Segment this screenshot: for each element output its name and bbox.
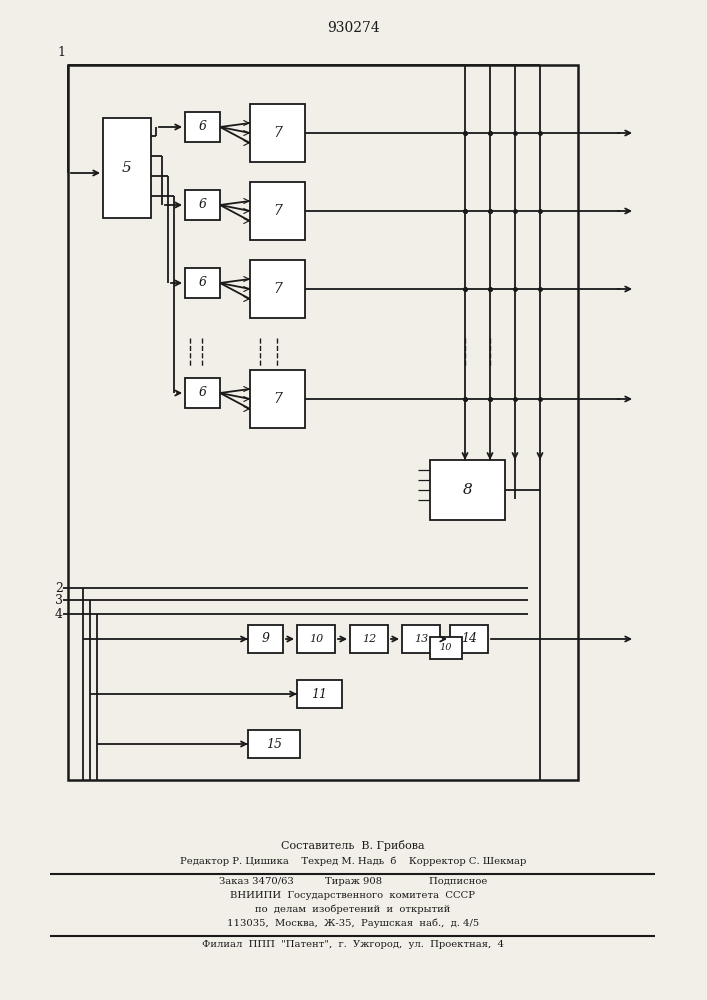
- Bar: [185, 190, 220, 220]
- Text: 1: 1: [57, 46, 65, 59]
- Bar: [297, 680, 342, 708]
- Text: Составитель  В. Грибова: Составитель В. Грибова: [281, 840, 425, 851]
- Text: 10: 10: [440, 644, 452, 652]
- Bar: [297, 625, 335, 653]
- Text: 11: 11: [312, 688, 327, 700]
- Text: 113035,  Москва,  Ж-35,  Раушская  наб.,  д. 4/5: 113035, Москва, Ж-35, Раушская наб., д. …: [227, 919, 479, 928]
- Bar: [402, 625, 440, 653]
- Bar: [250, 260, 305, 318]
- Bar: [248, 625, 283, 653]
- Bar: [430, 460, 505, 520]
- Bar: [103, 118, 151, 218]
- Bar: [185, 112, 220, 142]
- Bar: [250, 370, 305, 428]
- Text: 7: 7: [273, 204, 282, 218]
- Text: по  делам  изобретений  и  открытий: по делам изобретений и открытий: [255, 905, 450, 914]
- Text: 10: 10: [309, 634, 323, 644]
- Text: ВНИИПИ  Государственного  комитета  СССР: ВНИИПИ Государственного комитета СССР: [230, 891, 476, 900]
- Text: 2: 2: [55, 582, 63, 594]
- Text: Филиал  ППП  "Патент",  г.  Ужгород,  ул.  Проектная,  4: Филиал ППП "Патент", г. Ужгород, ул. Про…: [202, 940, 504, 949]
- Text: 6: 6: [199, 276, 206, 290]
- Bar: [450, 625, 488, 653]
- Text: 3: 3: [55, 593, 63, 606]
- Text: Заказ 3470/63          Тираж 908               Подписное: Заказ 3470/63 Тираж 908 Подписное: [218, 877, 487, 886]
- Bar: [250, 104, 305, 162]
- Text: 7: 7: [273, 392, 282, 406]
- Text: 8: 8: [462, 483, 472, 497]
- Text: 930274: 930274: [327, 21, 380, 35]
- Text: 9: 9: [262, 633, 269, 646]
- Bar: [185, 378, 220, 408]
- Bar: [185, 268, 220, 298]
- Text: 6: 6: [199, 386, 206, 399]
- Text: 12: 12: [362, 634, 376, 644]
- Text: 14: 14: [461, 633, 477, 646]
- Text: Редактор Р. Цишика    Техред М. Надь  б    Корректор С. Шекмар: Редактор Р. Цишика Техред М. Надь б Корр…: [180, 856, 526, 865]
- Text: 5: 5: [122, 161, 132, 175]
- Text: 4: 4: [55, 607, 63, 620]
- Bar: [68, 65, 578, 780]
- Text: 7: 7: [273, 282, 282, 296]
- Text: 13: 13: [414, 634, 428, 644]
- Bar: [248, 730, 300, 758]
- Text: 7: 7: [273, 126, 282, 140]
- Text: 6: 6: [199, 120, 206, 133]
- Bar: [430, 637, 462, 659]
- Text: 6: 6: [199, 198, 206, 212]
- Text: 15: 15: [266, 738, 282, 750]
- Bar: [350, 625, 388, 653]
- Bar: [250, 182, 305, 240]
